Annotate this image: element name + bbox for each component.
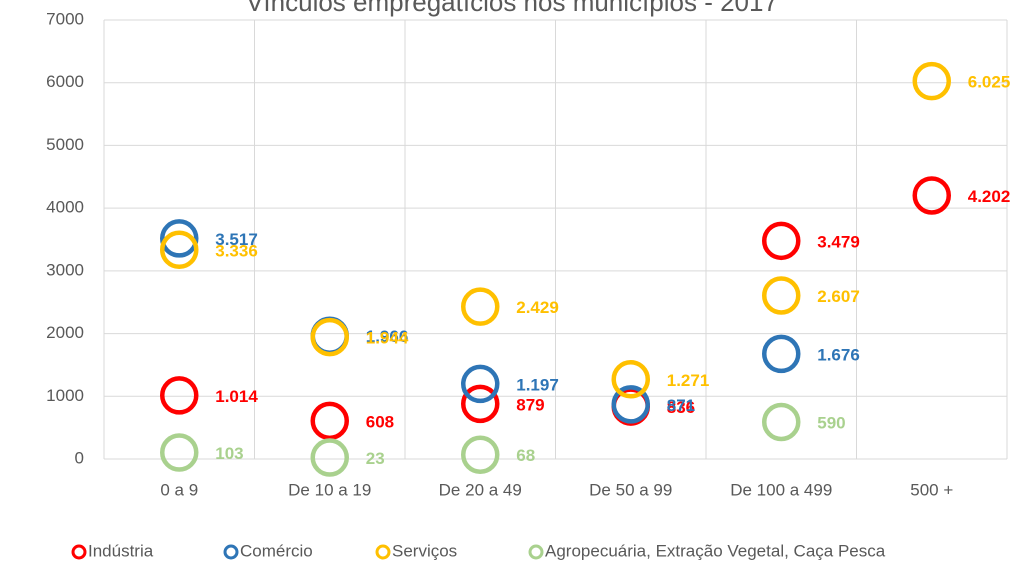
y-tick-label: 4000 [46, 198, 84, 217]
legend-label: Indústria [88, 541, 154, 560]
data-label: 871 [667, 396, 695, 415]
marker [762, 221, 801, 261]
data-label: 6.025 [968, 73, 1011, 92]
data-label: 1.944 [366, 329, 409, 348]
data-label: 4.202 [968, 187, 1011, 206]
marker [912, 176, 951, 215]
marker [310, 438, 349, 477]
x-tick-label: De 50 a 99 [589, 480, 672, 499]
marker [310, 401, 349, 441]
data-label: 1.197 [516, 375, 559, 394]
legend-label: Serviços [392, 541, 457, 560]
legend-marker [375, 544, 391, 560]
y-tick-label: 6000 [46, 72, 84, 91]
legend-label: Agropecuária, Extração Vegetal, Caça Pes… [545, 541, 886, 560]
data-label: 879 [516, 395, 544, 414]
data-label: 103 [215, 444, 243, 463]
y-tick-label: 5000 [46, 135, 84, 154]
x-tick-label: De 20 a 49 [439, 480, 522, 499]
marker [461, 287, 500, 326]
data-label: 23 [366, 449, 385, 468]
data-label: 2.429 [516, 298, 559, 317]
marker [461, 364, 500, 404]
data-label: 1.966 [366, 327, 409, 346]
y-tick-label: 7000 [46, 9, 84, 28]
data-label: 3.336 [215, 241, 258, 260]
marker [461, 384, 500, 424]
marker [160, 219, 199, 258]
x-tick-label: De 100 a 499 [730, 480, 832, 499]
x-tick-label: 500 + [910, 480, 953, 499]
y-tick-label: 2000 [46, 323, 84, 342]
legend-label: Comércio [240, 541, 313, 560]
marker [912, 61, 951, 101]
marker [160, 376, 199, 415]
data-label: 590 [817, 413, 845, 432]
marker [762, 402, 801, 442]
data-label: 68 [516, 446, 535, 465]
chart-title: Vínculos empregatícios nos municípios - … [246, 0, 778, 17]
legend-marker [71, 544, 87, 560]
marker [160, 230, 199, 270]
legend-marker [223, 544, 239, 560]
marker [310, 317, 349, 357]
marker [762, 276, 801, 315]
data-label: 1.271 [667, 371, 710, 390]
data-label: 608 [366, 412, 394, 431]
data-label: 836 [667, 398, 695, 417]
data-label: 3.479 [817, 232, 860, 251]
y-tick-label: 1000 [46, 386, 84, 405]
x-tick-label: 0 a 9 [160, 480, 198, 499]
y-tick-label: 0 [75, 448, 84, 467]
data-label: 1.014 [215, 387, 258, 406]
data-label: 3.517 [215, 230, 258, 249]
marker [762, 334, 801, 374]
marker [611, 385, 650, 424]
x-tick-label: De 10 a 19 [288, 480, 371, 499]
data-label: 1.676 [817, 345, 860, 364]
legend-marker [528, 544, 544, 560]
data-label: 2.607 [817, 287, 860, 306]
marker [611, 360, 650, 399]
marker [461, 435, 500, 474]
marker [160, 433, 199, 472]
y-tick-label: 3000 [46, 260, 84, 279]
